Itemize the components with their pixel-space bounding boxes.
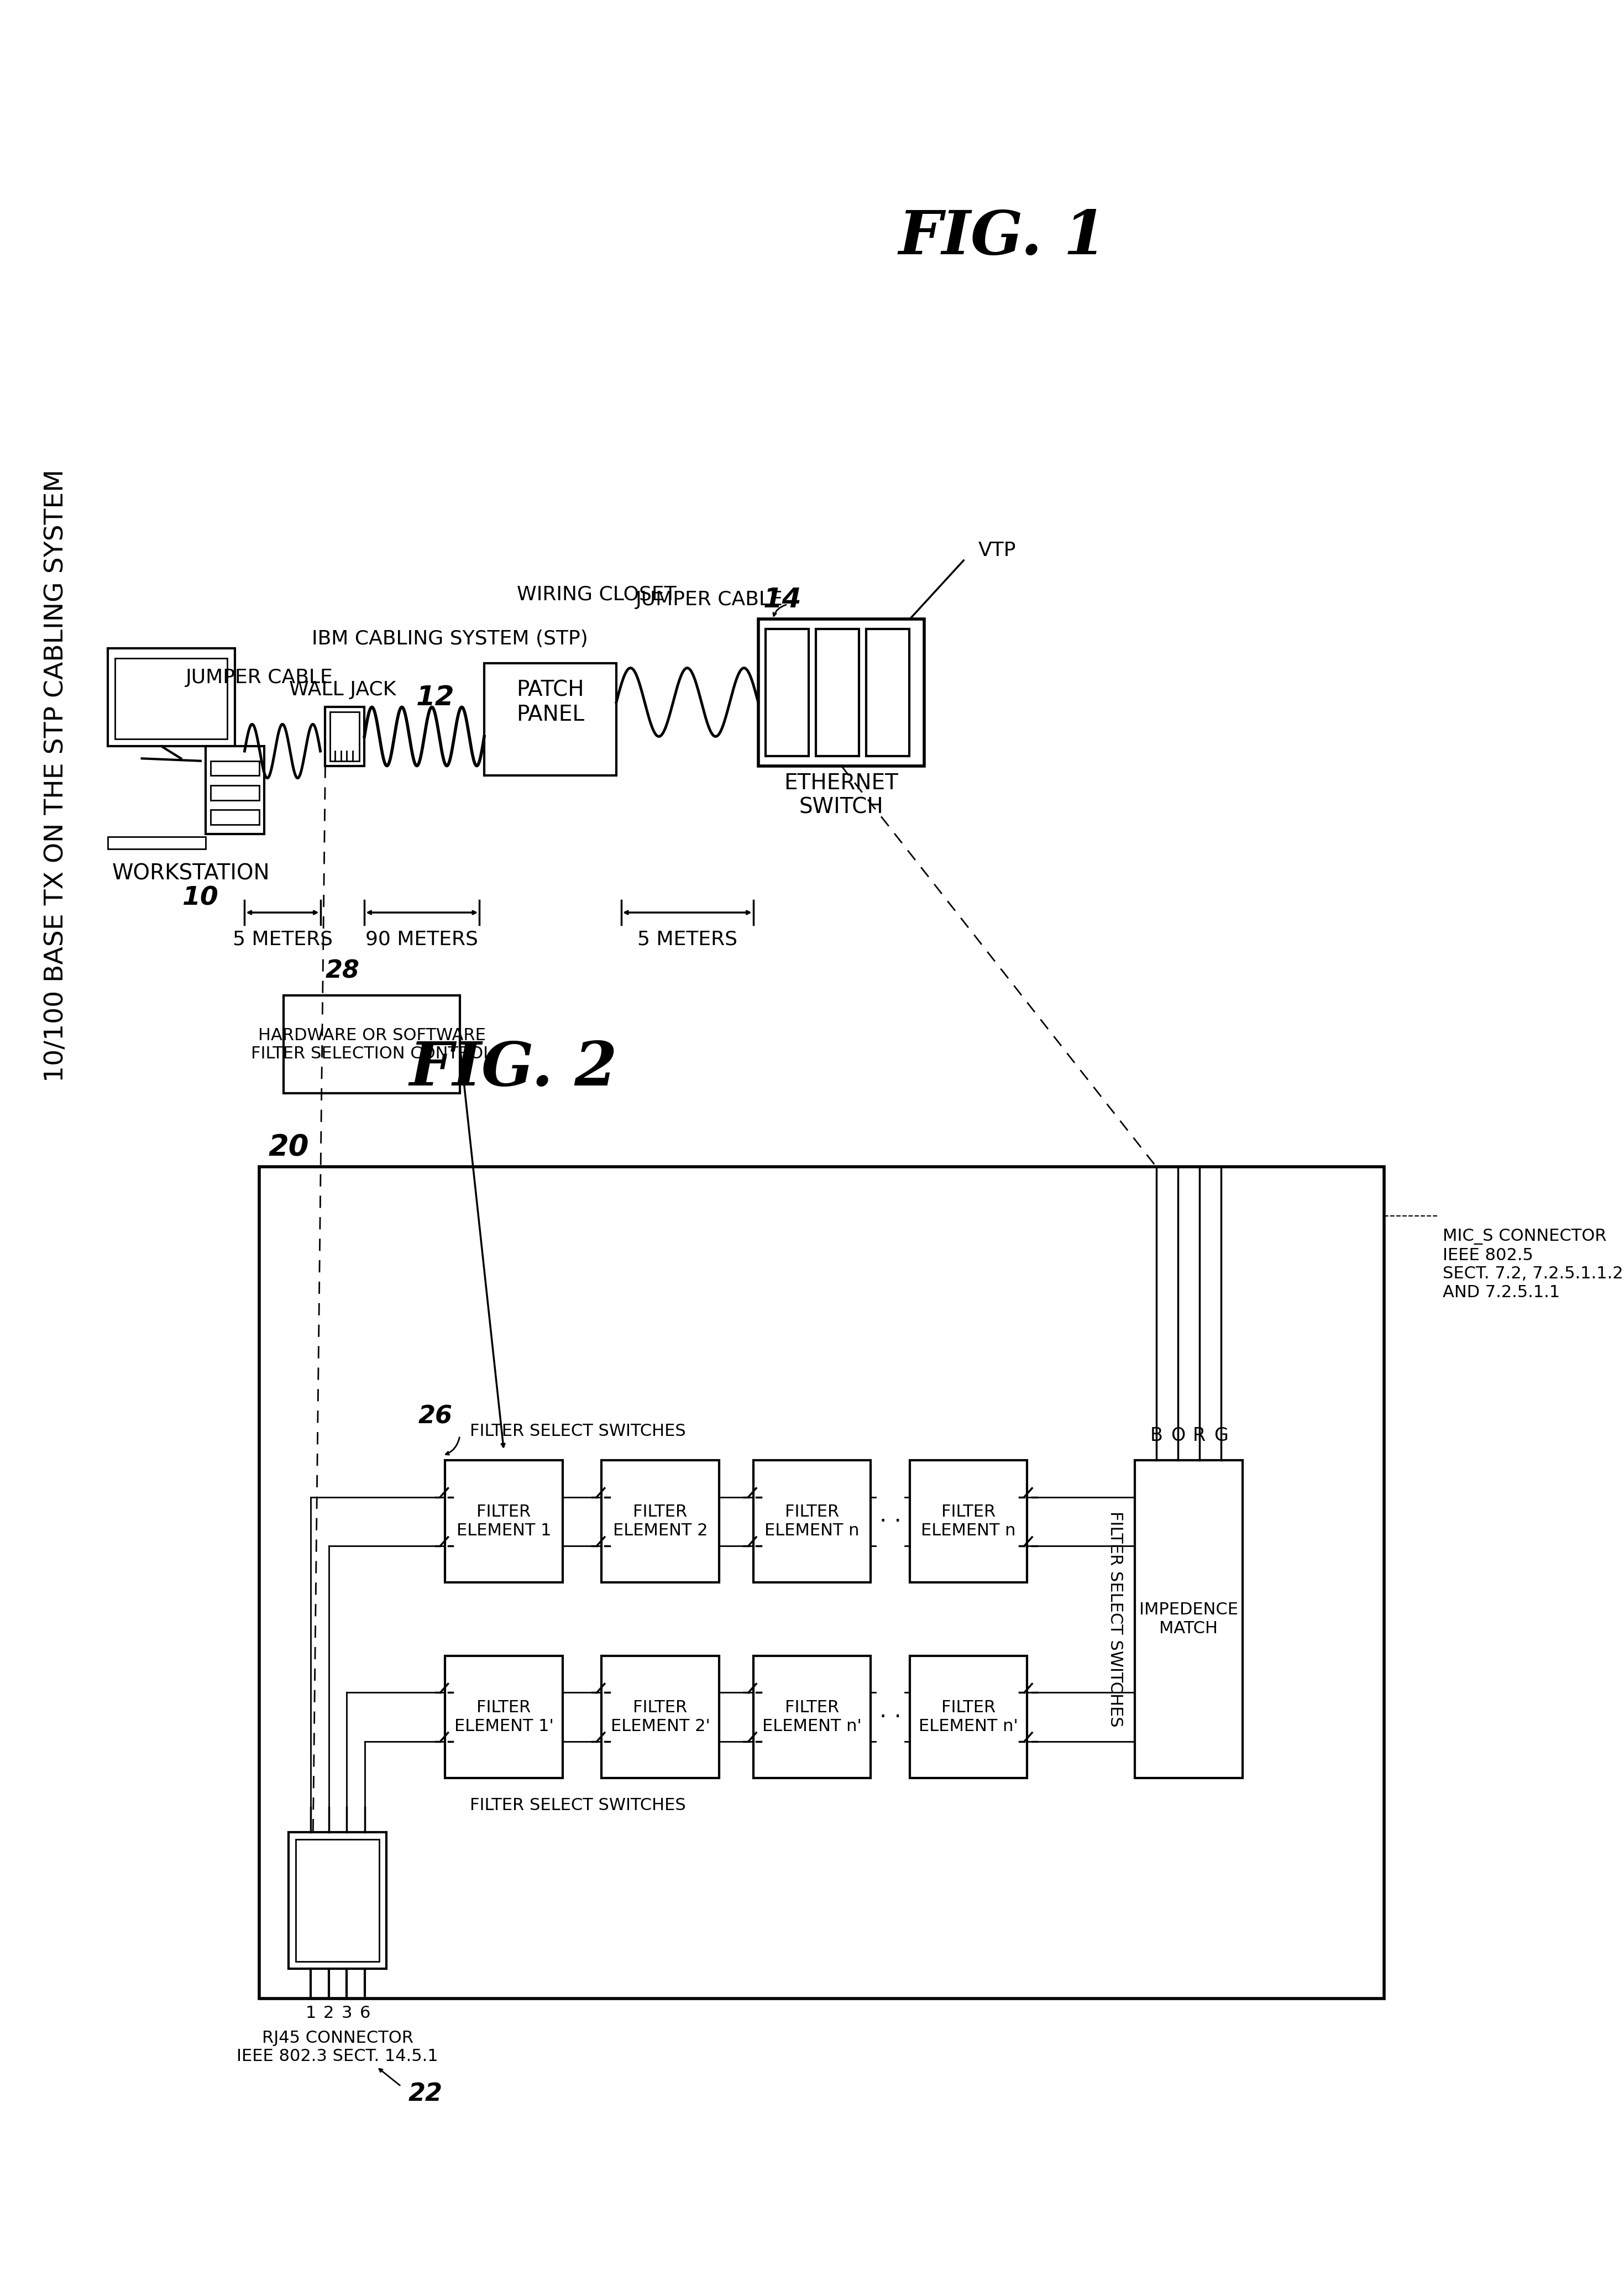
Text: 28: 28 <box>325 960 359 983</box>
Text: B: B <box>1150 1427 1163 1445</box>
Text: WIRING CLOSET: WIRING CLOSET <box>516 585 677 603</box>
Bar <box>754 1461 870 1582</box>
Text: 5 METERS: 5 METERS <box>232 931 333 949</box>
Text: FILTER
ELEMENT 2': FILTER ELEMENT 2' <box>611 1700 710 1734</box>
Text: FILTER SELECT SWITCHES: FILTER SELECT SWITCHES <box>1108 1511 1124 1727</box>
Text: 1: 1 <box>305 2005 317 2021</box>
Bar <box>115 658 227 740</box>
Bar <box>260 1168 1384 1998</box>
Text: RJ45 CONNECTOR
IEEE 802.3 SECT. 14.5.1: RJ45 CONNECTOR IEEE 802.3 SECT. 14.5.1 <box>237 2030 438 2064</box>
Bar <box>284 995 460 1092</box>
Text: 6: 6 <box>359 2005 370 2021</box>
Text: FILTER SELECT SWITCHES: FILTER SELECT SWITCHES <box>469 1422 685 1438</box>
Text: FILTER SELECT SWITCHES: FILTER SELECT SWITCHES <box>469 1798 685 1814</box>
Text: FILTER
ELEMENT 1: FILTER ELEMENT 1 <box>456 1504 551 1539</box>
Bar <box>445 1461 562 1582</box>
Bar <box>484 662 617 776</box>
Bar <box>815 628 859 756</box>
Bar <box>211 760 260 776</box>
Text: 3: 3 <box>341 2005 352 2021</box>
Text: 14: 14 <box>763 587 802 612</box>
Bar <box>107 838 206 849</box>
Text: 10: 10 <box>182 885 219 910</box>
Text: PATCH
PANEL: PATCH PANEL <box>516 681 585 724</box>
Text: R: R <box>1194 1427 1205 1445</box>
Text: · ·: · · <box>879 1705 901 1730</box>
Text: 20: 20 <box>268 1133 309 1161</box>
Text: FILTER
ELEMENT n': FILTER ELEMENT n' <box>919 1700 1018 1734</box>
Bar <box>758 619 924 765</box>
Text: HARDWARE OR SOFTWARE
FILTER SELECTION CONTROL: HARDWARE OR SOFTWARE FILTER SELECTION CO… <box>252 1026 492 1063</box>
Text: ETHERNET
SWITCH: ETHERNET SWITCH <box>784 772 898 817</box>
Text: FILTER
ELEMENT 1': FILTER ELEMENT 1' <box>455 1700 554 1734</box>
Text: FIG. 2: FIG. 2 <box>409 1040 617 1099</box>
Text: 26: 26 <box>419 1404 453 1427</box>
Text: FILTER
ELEMENT n: FILTER ELEMENT n <box>921 1504 1017 1539</box>
Text: O: O <box>1171 1427 1186 1445</box>
Text: FILTER
ELEMENT n': FILTER ELEMENT n' <box>762 1700 862 1734</box>
Bar <box>296 1839 378 1962</box>
Text: JUMPER CABLE: JUMPER CABLE <box>635 589 783 610</box>
Bar <box>445 1657 562 1778</box>
Bar <box>601 1461 719 1582</box>
Bar <box>206 747 265 835</box>
Bar <box>107 649 235 747</box>
Text: 5 METERS: 5 METERS <box>637 931 737 949</box>
Text: WALL JACK: WALL JACK <box>289 681 396 699</box>
Text: IBM CABLING SYSTEM (STP): IBM CABLING SYSTEM (STP) <box>312 628 588 649</box>
Text: JUMPER CABLE: JUMPER CABLE <box>185 669 333 687</box>
Bar <box>211 785 260 801</box>
Bar <box>325 708 364 765</box>
Text: 10/100 BASE TX ON THE STP CABLING SYSTEM: 10/100 BASE TX ON THE STP CABLING SYSTEM <box>44 469 68 1081</box>
Bar <box>765 628 809 756</box>
Bar <box>601 1657 719 1778</box>
Text: G: G <box>1213 1427 1228 1445</box>
Text: · ·: · · <box>879 1509 901 1534</box>
Text: 12: 12 <box>416 685 455 710</box>
Text: 90 METERS: 90 METERS <box>365 931 477 949</box>
Bar <box>289 1832 387 1969</box>
Text: 22: 22 <box>408 2083 443 2105</box>
Bar <box>330 712 359 760</box>
Bar <box>909 1657 1028 1778</box>
Bar <box>211 810 260 824</box>
Bar <box>866 628 909 756</box>
Text: IMPEDENCE
MATCH: IMPEDENCE MATCH <box>1138 1602 1237 1636</box>
Text: MIC_S CONNECTOR
IEEE 802.5
SECT. 7.2, 7.2.5.1.1.2,
AND 7.2.5.1.1: MIC_S CONNECTOR IEEE 802.5 SECT. 7.2, 7.… <box>1444 1229 1624 1300</box>
Bar <box>754 1657 870 1778</box>
Text: FILTER
ELEMENT 2: FILTER ELEMENT 2 <box>612 1504 708 1539</box>
Text: FILTER
ELEMENT n: FILTER ELEMENT n <box>765 1504 859 1539</box>
Text: WORKSTATION: WORKSTATION <box>112 863 270 883</box>
Text: VTP: VTP <box>978 542 1017 560</box>
Text: 2: 2 <box>323 2005 335 2021</box>
Bar <box>909 1461 1028 1582</box>
Bar <box>1135 1461 1242 1778</box>
Text: FIG. 1: FIG. 1 <box>898 207 1108 266</box>
